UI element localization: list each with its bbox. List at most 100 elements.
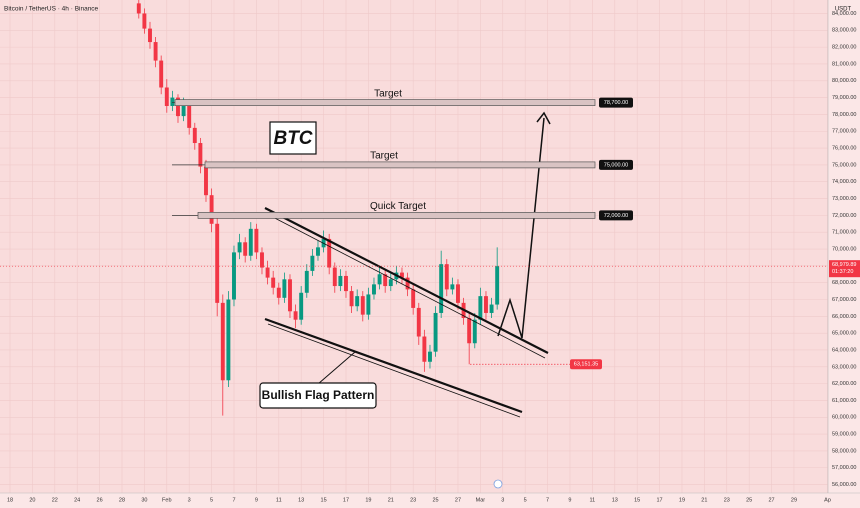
x-tick-label: 9 (255, 497, 258, 503)
x-tick-label: 17 (656, 497, 662, 503)
x-tick-label: 23 (724, 497, 730, 503)
x-tick-label: 30 (141, 497, 147, 503)
candle-body (372, 284, 376, 295)
candle-body (400, 272, 404, 278)
target-zone (204, 161, 596, 169)
candle-body (405, 277, 410, 290)
y-tick-label: 72,000.00 (832, 213, 856, 219)
candle-body (170, 97, 175, 107)
x-tick-label: 25 (746, 497, 752, 503)
low-mark-label: 63,151.35 (574, 362, 598, 368)
x-tick-label: 28 (119, 497, 125, 503)
candle-body (232, 252, 236, 300)
candle-body (472, 319, 477, 344)
x-tick-label: 5 (210, 497, 213, 503)
last-price-box (829, 260, 860, 278)
replay-icon[interactable] (493, 479, 503, 489)
y-tick-label: 84,000.00 (832, 11, 856, 17)
y-tick-label: 68,000.00 (832, 280, 856, 286)
candle-body (411, 289, 416, 308)
candle-body (450, 284, 455, 290)
candle-body (456, 284, 460, 303)
y-tick-label: 57,000.00 (832, 465, 856, 471)
x-tick-label: 19 (679, 497, 685, 503)
candle-body (187, 104, 192, 128)
candle-body (220, 302, 225, 381)
y-tick-label: 64,000.00 (832, 347, 856, 353)
candle-body (181, 104, 186, 117)
y-tick-label: 63,000.00 (832, 364, 856, 370)
target-name: Target (370, 151, 398, 162)
candle-body (142, 13, 147, 29)
candle-body (136, 3, 141, 14)
candle-body (204, 166, 208, 196)
candle-body (282, 279, 287, 298)
candle-body (271, 277, 276, 288)
candle-body (176, 97, 180, 117)
candle-body (164, 87, 169, 107)
x-tick-label: 3 (188, 497, 191, 503)
y-tick-label: 66,000.00 (832, 314, 856, 320)
candle-body (159, 60, 164, 88)
x-tick-label: 13 (612, 497, 618, 503)
target-price-label: 72,000.00 (604, 213, 628, 219)
x-tick-label: 7 (546, 497, 549, 503)
target-price-box (599, 159, 633, 170)
y-tick-label: 74,000.00 (832, 179, 856, 185)
x-tick-label: 7 (232, 497, 235, 503)
x-tick-label: 9 (568, 497, 571, 503)
y-tick-label: 73,000.00 (832, 196, 856, 202)
candle-body (248, 228, 253, 256)
price-axis (828, 0, 860, 493)
candle-body (355, 296, 360, 307)
x-tick-label: Feb (162, 497, 171, 503)
x-tick-label: 15 (634, 497, 640, 503)
flag-lower-line-edge (267, 323, 521, 418)
y-tick-label: 62,000.00 (832, 381, 856, 387)
pattern-pointer (317, 351, 356, 385)
x-tick-label: 13 (298, 497, 304, 503)
x-tick-label: 27 (455, 497, 461, 503)
candle-body (148, 28, 152, 43)
target-price-box (599, 210, 633, 221)
candle-body (192, 127, 197, 144)
x-tick-label: 19 (365, 497, 371, 503)
target-price-label: 78,700.00 (604, 100, 628, 106)
candle-body (316, 247, 320, 256)
candle-body (327, 238, 332, 268)
pattern-box (259, 382, 377, 409)
candle-body (467, 318, 472, 344)
candle-body (209, 195, 214, 224)
candle-body (416, 307, 421, 337)
candle-body (276, 287, 281, 298)
candle-body (377, 274, 382, 285)
drawings: BTC Bullish Flag Pattern (259, 111, 551, 418)
candle-body (265, 267, 270, 278)
candle-body (360, 296, 365, 315)
candle-body (153, 42, 158, 61)
x-tick-label: 24 (74, 497, 80, 503)
candle-body (215, 223, 220, 303)
symbol-box (269, 121, 317, 155)
candle-body (428, 351, 432, 362)
y-tick-label: 71,000.00 (832, 230, 856, 236)
candle-body (349, 291, 354, 307)
target-zone (197, 212, 596, 219)
pattern-label: Bullish Flag Pattern (262, 388, 375, 402)
overlay: Target 78,700.00 Target 75,000.00 Quick Targ… (0, 88, 828, 370)
x-tick-label: 21 (701, 497, 707, 503)
x-tick-label: 11 (590, 497, 596, 503)
x-tick-label: 29 (791, 497, 797, 503)
candle-body (254, 228, 259, 253)
target-name: Quick Target (370, 201, 426, 212)
candle-body (444, 264, 449, 290)
y-tick-label: 75,000.00 (832, 162, 856, 168)
target-zone (174, 99, 596, 106)
y-tick-label: 79,000.00 (832, 95, 856, 101)
x-tick-label: 25 (433, 497, 439, 503)
chart-title: Bitcoin / TetherUS · 4h · Binance (4, 6, 99, 13)
y-tick-label: 59,000.00 (832, 432, 856, 438)
y-tick-label: 76,000.00 (832, 146, 856, 152)
